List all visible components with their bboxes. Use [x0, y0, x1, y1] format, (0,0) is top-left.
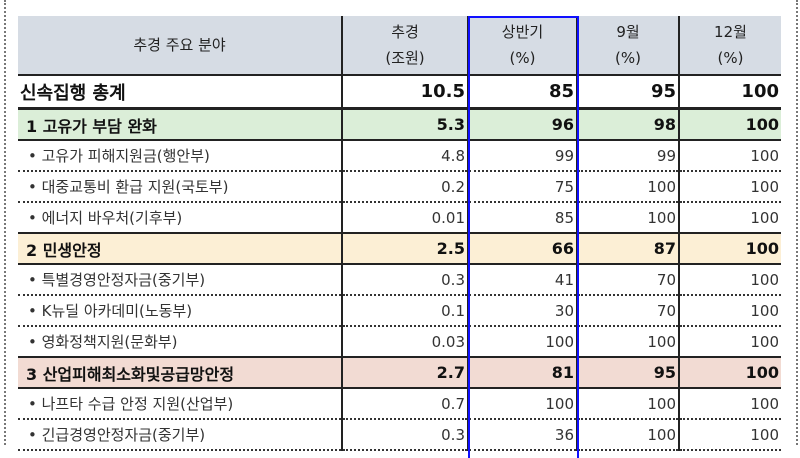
table-header-row: 추경 주요 분야 추경 (조원) 상반기 (%) 9월 (%) 12월 (%) [18, 16, 781, 75]
september-value: 100 [577, 419, 680, 451]
september-value: 95 [577, 356, 680, 389]
first-half-value: 85 [468, 202, 578, 234]
september-value: 100 [577, 388, 680, 420]
december-value: 100 [679, 171, 781, 203]
first-half-value: 81 [468, 356, 578, 389]
table-row: • 영화정책지원(문화부) 0.03 100 100 100 [18, 326, 781, 358]
december-value: 100 [679, 107, 781, 141]
first-half-value: 41 [468, 264, 578, 296]
budget-value: 0.3 [342, 419, 469, 451]
row-name: • 고유가 피해지원금(행안부) [18, 140, 343, 172]
budget-value: 0.01 [342, 202, 469, 234]
row-name: 신속집행 총계 [18, 74, 343, 110]
september-value: 100 [577, 202, 680, 234]
first-half-value: 75 [468, 171, 578, 203]
first-half-value: 100 [468, 326, 578, 358]
budget-value: 0.2 [342, 171, 469, 203]
budget-value: 2.5 [342, 232, 469, 265]
december-value: 100 [679, 232, 781, 265]
row-name: 2 민생안정 [18, 232, 343, 265]
september-value: 100 [577, 326, 680, 358]
budget-value: 0.1 [342, 295, 469, 327]
september-value: 70 [577, 264, 680, 296]
december-value: 100 [679, 202, 781, 234]
table-row: 3 산업피해최소화및공급망안정 2.7 81 95 100 [18, 356, 781, 389]
row-name: • 특별경영안정자금(중기부) [18, 264, 343, 296]
december-value: 100 [679, 419, 781, 451]
header-december: 12월 (%) [679, 16, 781, 75]
row-name: • K뉴딜 아카데미(노동부) [18, 295, 343, 327]
december-value: 100 [679, 356, 781, 389]
december-value: 100 [679, 140, 781, 172]
december-value: 100 [679, 264, 781, 296]
budget-value: 0.03 [342, 326, 469, 358]
first-half-value: 99 [468, 140, 578, 172]
budget-value: 0.7 [342, 388, 469, 420]
december-value: 100 [679, 326, 781, 358]
table-row: 2 민생안정 2.5 66 87 100 [18, 232, 781, 265]
header-first-half: 상반기 (%) [468, 16, 578, 75]
row-name: 1 고유가 부담 완화 [18, 107, 343, 141]
first-half-value: 36 [468, 419, 578, 451]
header-budget: 추경 (조원) [342, 16, 469, 75]
budget-execution-table: 추경 주요 분야 추경 (조원) 상반기 (%) 9월 (%) 12월 (%) 신속집행… [18, 16, 781, 451]
page-frame [4, 0, 798, 445]
budget-value: 5.3 [342, 107, 469, 141]
table-row: • 고유가 피해지원금(행안부) 4.8 99 99 100 [18, 140, 781, 172]
row-name: 3 산업피해최소화및공급망안정 [18, 356, 343, 389]
budget-value: 2.7 [342, 356, 469, 389]
december-value: 100 [679, 74, 781, 110]
first-half-value: 30 [468, 295, 578, 327]
budget-value: 0.3 [342, 264, 469, 296]
september-value: 95 [577, 74, 680, 110]
september-value: 98 [577, 107, 680, 141]
table-row: • 특별경영안정자금(중기부) 0.3 41 70 100 [18, 264, 781, 296]
september-value: 99 [577, 140, 680, 172]
row-name: • 영화정책지원(문화부) [18, 326, 343, 358]
budget-value: 4.8 [342, 140, 469, 172]
table-row: 신속집행 총계 10.5 85 95 100 [18, 74, 781, 110]
budget-value: 10.5 [342, 74, 469, 110]
row-name: • 에너지 바우처(기후부) [18, 202, 343, 234]
first-half-value: 96 [468, 107, 578, 141]
first-half-value: 66 [468, 232, 578, 265]
december-value: 100 [679, 388, 781, 420]
table-row: • 대중교통비 환급 지원(국토부) 0.2 75 100 100 [18, 171, 781, 203]
table-row: • 긴급경영안정자금(중기부) 0.3 36 100 100 [18, 419, 781, 451]
first-half-value: 85 [468, 74, 578, 110]
september-value: 100 [577, 171, 680, 203]
row-name: • 대중교통비 환급 지원(국토부) [18, 171, 343, 203]
row-name: • 나프타 수급 안정 지원(산업부) [18, 388, 343, 420]
table-row: 1 고유가 부담 완화 5.3 96 98 100 [18, 107, 781, 141]
december-value: 100 [679, 295, 781, 327]
row-name: • 긴급경영안정자금(중기부) [18, 419, 343, 451]
table-row: • 에너지 바우처(기후부) 0.01 85 100 100 [18, 202, 781, 234]
first-half-value: 100 [468, 388, 578, 420]
header-field: 추경 주요 분야 [18, 16, 343, 75]
table-row: • K뉴딜 아카데미(노동부) 0.1 30 70 100 [18, 295, 781, 327]
september-value: 87 [577, 232, 680, 265]
header-september: 9월 (%) [577, 16, 680, 75]
september-value: 70 [577, 295, 680, 327]
table-row: • 나프타 수급 안정 지원(산업부) 0.7 100 100 100 [18, 388, 781, 420]
